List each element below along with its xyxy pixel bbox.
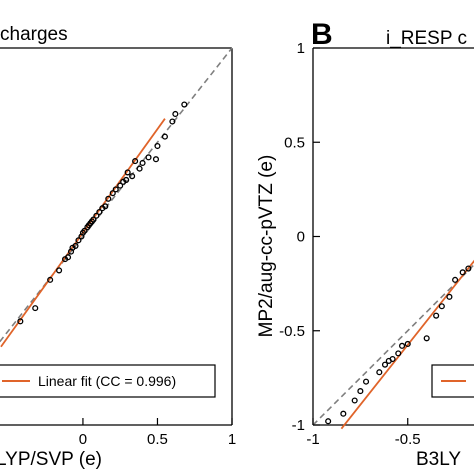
panel-a-data-point xyxy=(129,173,136,180)
panel-b-y-ticks: -1 -0.5 0 0.5 1 xyxy=(279,40,320,434)
panel-b-x-tick-label: -1 xyxy=(306,431,319,448)
panel-a-data-point xyxy=(169,118,176,125)
panel-a-legend-box xyxy=(0,364,216,398)
panel-a-data-point xyxy=(99,205,106,212)
panel-b-data-point xyxy=(465,265,472,272)
panel-a-data-point xyxy=(124,169,131,176)
panel-a-data-point xyxy=(152,156,160,163)
panel-b-legend xyxy=(431,364,474,398)
panel-a-data-point xyxy=(62,256,69,263)
panel-b-data-point xyxy=(381,361,389,368)
panel-a-x-tick-label: 0 xyxy=(79,431,87,448)
panel-b-x-tick-label: -0.5 xyxy=(395,431,421,448)
panel-a-data-point xyxy=(78,233,85,240)
panel-b-x-axis-title: B3LY xyxy=(416,449,461,470)
panel-a-data-point xyxy=(112,186,119,193)
panel-a-data-point xyxy=(154,142,161,150)
panel-a-data-point xyxy=(109,190,116,197)
panel-a-data-point xyxy=(172,110,179,118)
panel-b-data-point xyxy=(385,357,392,364)
panel-a-x-tick-label: 0.5 xyxy=(147,431,168,448)
panel-a-data-point xyxy=(84,224,91,231)
panel-b-data-point xyxy=(423,335,430,342)
panel-a: charges 0 0.5 1 Linear fit (CC = 0.996) LY… xyxy=(0,24,236,470)
panel-a-data-point xyxy=(17,318,24,325)
panel-a-legend: Linear fit (CC = 0.996) xyxy=(0,364,216,398)
panel-a-data-point xyxy=(181,101,188,108)
panel-b-data-point xyxy=(376,369,383,376)
panel-a-data-point xyxy=(120,178,127,185)
panel-a-data-point xyxy=(93,212,100,219)
panel-a-data-point xyxy=(96,208,103,216)
panel-b-title: i_RESP c xyxy=(386,28,467,49)
panel-b-plot-area: -1 -0.5 -1 -0.5 0 0.5 1 xyxy=(279,40,474,448)
panel-b-data-point xyxy=(446,293,453,300)
panel-b-points xyxy=(325,265,472,425)
panel-b-fit-line xyxy=(340,259,474,430)
panel-b-y-tick-label: 0 xyxy=(297,229,305,246)
panel-b-data-point xyxy=(459,269,466,276)
panel-a-data-point xyxy=(117,182,124,189)
panel-a-data-point xyxy=(161,133,168,140)
panel-a-reference-line xyxy=(0,47,233,343)
panel-b-y-tick-label: 1 xyxy=(297,40,305,57)
panel-a-data-point xyxy=(139,159,146,167)
panel-b-data-point xyxy=(325,418,332,425)
panel-a-x-axis-title: LYP/SVP (e) xyxy=(0,449,102,470)
panel-b-reference-line xyxy=(312,263,474,426)
panel-b-data-point xyxy=(404,340,411,347)
panel-a-data-point xyxy=(47,276,54,283)
panel-b-y-tick-label: -0.5 xyxy=(279,323,305,340)
panel-b-data-point xyxy=(340,410,347,417)
panel-b-x-ticks: -1 -0.5 xyxy=(306,418,421,448)
panel-b: B i_RESP c MP2/aug-cc-pVTZ (e) -1 -0.5 -1… xyxy=(256,18,474,470)
panel-a-data-point xyxy=(132,158,139,165)
panel-b-data-point xyxy=(363,378,370,385)
panel-b-data-point xyxy=(452,276,459,283)
panel-a-data-point xyxy=(75,237,82,244)
panel-a-title: charges xyxy=(0,24,68,45)
panel-b-data-point xyxy=(433,312,440,319)
panel-b-y-axis-title: MP2/aug-cc-pVTZ (e) xyxy=(256,155,277,338)
panel-a-data-point xyxy=(56,267,63,274)
panel-b-fit-segment xyxy=(340,259,474,430)
panel-a-points xyxy=(17,101,188,325)
panel-b-data-point xyxy=(395,350,402,357)
panel-a-data-point xyxy=(67,248,75,255)
panel-a-data-point xyxy=(136,165,143,172)
panel-b-data-point xyxy=(357,388,364,395)
panel-b-y-tick-label: 0.5 xyxy=(284,134,305,151)
panel-a-x-ticks: 0 0.5 1 xyxy=(79,418,236,448)
panel-b-y-tick-label: -1 xyxy=(292,417,305,434)
panel-a-data-point xyxy=(105,195,112,202)
panel-b-data-point xyxy=(438,303,445,310)
panel-b-letter: B xyxy=(311,18,333,51)
panel-a-reference-dashes xyxy=(0,47,233,343)
panel-a-legend-label: Linear fit (CC = 0.996) xyxy=(38,373,176,389)
panel-a-data-point xyxy=(32,305,39,312)
panel-b-data-point xyxy=(399,342,406,349)
panel-a-plot-area: 0 0.5 1 xyxy=(0,47,236,448)
panel-a-data-point xyxy=(145,154,152,161)
panel-b-reference-dashes xyxy=(312,263,474,426)
panel-b-data-point xyxy=(351,397,358,404)
panel-a-x-tick-label: 1 xyxy=(228,431,236,448)
